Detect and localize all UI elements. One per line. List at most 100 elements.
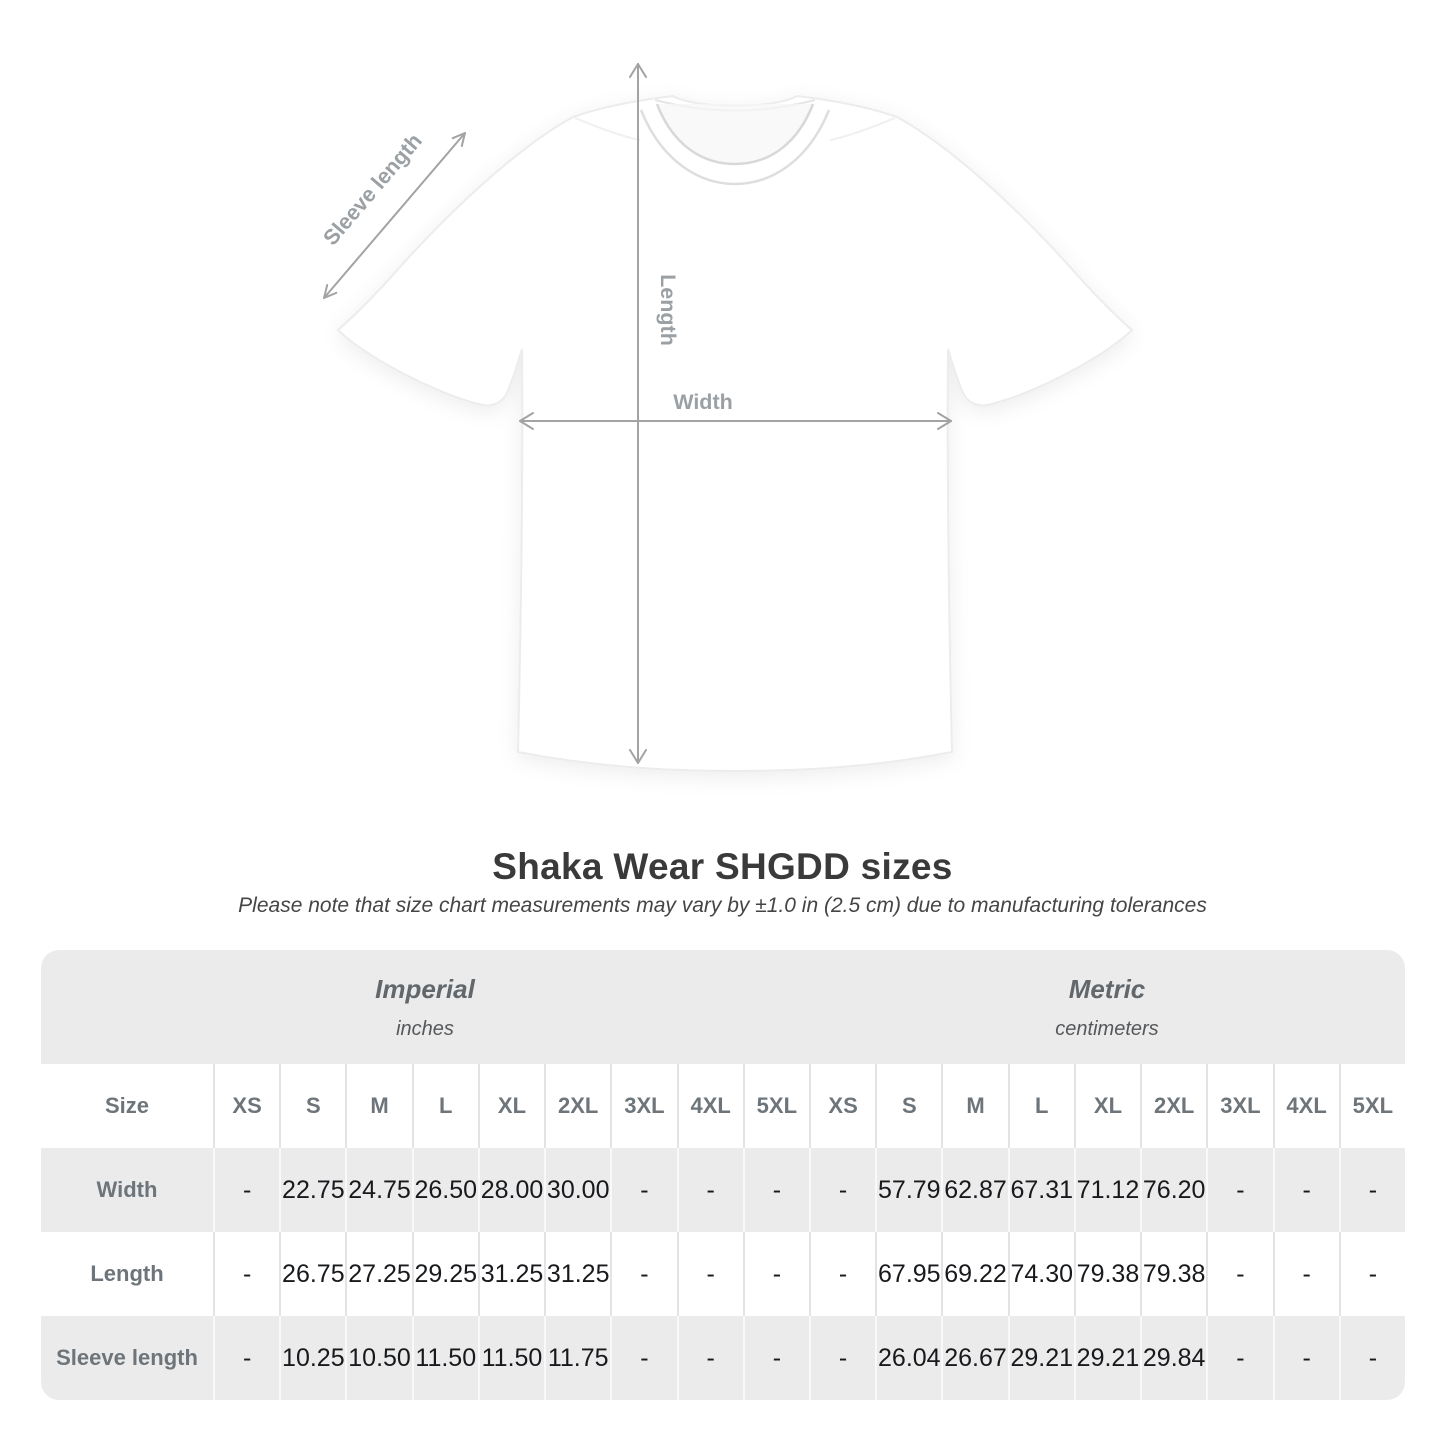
cell-imperial-2xl: 11.75 — [544, 1316, 611, 1400]
cell-imperial-s: 26.75 — [279, 1232, 346, 1316]
unit-group-imperial: Imperial inches — [41, 950, 809, 1064]
size-col-imperial-xl: XL — [477, 1064, 545, 1148]
unit-group-metric-sublabel: centimeters — [1055, 1017, 1159, 1040]
row-label: Length — [41, 1232, 213, 1316]
cell-metric-3xl: - — [1206, 1148, 1273, 1232]
unit-header-row: Imperial inches Metric centimeters — [41, 950, 1405, 1064]
cell-imperial-5xl: - — [742, 1316, 809, 1400]
cell-imperial-4xl: - — [676, 1316, 743, 1400]
cell-metric-xl: 71.12 — [1073, 1148, 1141, 1232]
length-arrow — [629, 63, 647, 764]
table-row-length: Length -26.75 27.25 29.25 31.25 31.25- - - -67.9… — [41, 1232, 1405, 1316]
cell-metric-xs: - — [808, 1148, 876, 1232]
cell-imperial-l: 11.50 — [411, 1316, 478, 1400]
size-col-metric-s: S — [875, 1064, 942, 1148]
size-col-imperial-5xl: 5XL — [742, 1064, 809, 1148]
size-col-metric-3xl: 3XL — [1206, 1064, 1273, 1148]
unit-group-metric: Metric centimeters — [808, 950, 1405, 1064]
cell-metric-5xl: - — [1338, 1232, 1405, 1316]
cell-imperial-xs: - — [213, 1316, 280, 1400]
size-col-metric-l: L — [1007, 1064, 1074, 1148]
cell-metric-l: 74.30 — [1007, 1232, 1074, 1316]
cell-imperial-3xl: - — [610, 1316, 677, 1400]
cell-metric-3xl: - — [1206, 1232, 1273, 1316]
cell-imperial-xl: 31.25 — [477, 1232, 545, 1316]
cell-imperial-xl: 28.00 — [477, 1148, 545, 1232]
size-col-imperial-3xl: 3XL — [610, 1064, 677, 1148]
cell-metric-s: 26.04 — [875, 1316, 942, 1400]
cell-imperial-l: 29.25 — [411, 1232, 478, 1316]
cell-metric-m: 62.87 — [941, 1148, 1008, 1232]
row-label: Width — [41, 1148, 213, 1232]
cell-metric-xs: - — [808, 1316, 876, 1400]
size-col-imperial-xs: XS — [213, 1064, 280, 1148]
size-col-metric-2xl: 2XL — [1140, 1064, 1207, 1148]
cell-metric-m: 69.22 — [941, 1232, 1008, 1316]
cell-imperial-3xl: - — [610, 1232, 677, 1316]
cell-metric-4xl: - — [1272, 1232, 1339, 1316]
size-col-imperial-2xl: 2XL — [544, 1064, 611, 1148]
cell-imperial-s: 22.75 — [279, 1148, 346, 1232]
table-row-width: Width -22.75 24.75 26.50 28.00 30.00- - - -57.79… — [41, 1148, 1405, 1232]
width-label: Width — [673, 390, 733, 414]
size-chart-table: Imperial inches Metric centimeters Size … — [41, 950, 1405, 1400]
cell-metric-l: 29.21 — [1007, 1316, 1074, 1400]
size-chart-note: Please note that size chart measurements… — [238, 894, 1207, 917]
unit-group-imperial-label: Imperial — [375, 973, 475, 1004]
cell-metric-xs: - — [808, 1232, 876, 1316]
size-header-row: Size XS S M L XL 2XL 3XL 4XL 5XL XS S M L XL 2XL 3XL 4XL… — [41, 1064, 1405, 1148]
cell-imperial-4xl: - — [676, 1232, 743, 1316]
size-corner-label: Size — [41, 1064, 213, 1148]
unit-group-imperial-sublabel: inches — [396, 1017, 454, 1040]
size-col-metric-xl: XL — [1073, 1064, 1141, 1148]
unit-group-metric-label: Metric — [1068, 973, 1146, 1004]
cell-metric-5xl: - — [1338, 1148, 1405, 1232]
cell-metric-5xl: - — [1338, 1316, 1405, 1400]
row-label: Sleeve length — [41, 1316, 213, 1400]
cell-metric-xl: 79.38 — [1073, 1232, 1141, 1316]
cell-metric-s: 57.79 — [875, 1148, 942, 1232]
size-col-imperial-l: L — [411, 1064, 478, 1148]
cell-imperial-xs: - — [213, 1148, 280, 1232]
tshirt-measurement-diagram: Length Width Sleeve length — [319, 63, 1134, 773]
cell-imperial-l: 26.50 — [411, 1148, 478, 1232]
sleeve-length-label: Sleeve length — [319, 129, 427, 250]
cell-imperial-s: 10.25 — [279, 1316, 346, 1400]
size-col-imperial-4xl: 4XL — [676, 1064, 743, 1148]
table-row-sleeve-length: Sleeve length -10.25 10.50 11.50 11.50 11.75-… — [41, 1316, 1405, 1400]
cell-imperial-2xl: 31.25 — [544, 1232, 611, 1316]
cell-imperial-m: 10.50 — [345, 1316, 412, 1400]
cell-imperial-xs: - — [213, 1232, 280, 1316]
size-col-metric-m: M — [941, 1064, 1008, 1148]
tshirt-collar — [639, 99, 831, 186]
size-col-metric-4xl: 4XL — [1272, 1064, 1339, 1148]
tshirt-graphic — [336, 94, 1134, 773]
length-label: Length — [656, 274, 680, 346]
cell-metric-xl: 29.21 — [1073, 1316, 1141, 1400]
size-table-body: Imperial inches Metric centimeters Size … — [41, 950, 1405, 1400]
page-title: Shaka Wear SHGDD sizes — [492, 846, 953, 887]
cell-imperial-m: 24.75 — [345, 1148, 412, 1232]
size-col-metric-xs: XS — [808, 1064, 876, 1148]
cell-metric-2xl: 29.84 — [1140, 1316, 1207, 1400]
cell-metric-2xl: 76.20 — [1140, 1148, 1207, 1232]
cell-metric-4xl: - — [1272, 1316, 1339, 1400]
width-arrow — [519, 412, 952, 430]
cell-metric-m: 26.67 — [941, 1316, 1008, 1400]
cell-metric-l: 67.31 — [1007, 1148, 1074, 1232]
cell-imperial-3xl: - — [610, 1148, 677, 1232]
cell-metric-4xl: - — [1272, 1148, 1339, 1232]
cell-imperial-5xl: - — [742, 1232, 809, 1316]
cell-metric-3xl: - — [1206, 1316, 1273, 1400]
size-col-metric-5xl: 5XL — [1338, 1064, 1405, 1148]
cell-imperial-5xl: - — [742, 1148, 809, 1232]
cell-imperial-4xl: - — [676, 1148, 743, 1232]
cell-metric-s: 67.95 — [875, 1232, 942, 1316]
size-col-imperial-s: S — [279, 1064, 346, 1148]
cell-imperial-xl: 11.50 — [477, 1316, 545, 1400]
sleeve-length-arrow — [323, 132, 466, 299]
size-col-imperial-m: M — [345, 1064, 412, 1148]
cell-imperial-2xl: 30.00 — [544, 1148, 611, 1232]
cell-imperial-m: 27.25 — [345, 1232, 412, 1316]
